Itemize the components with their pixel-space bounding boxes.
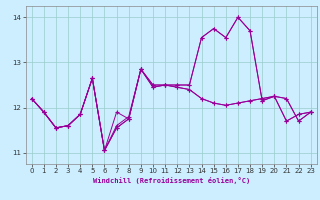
X-axis label: Windchill (Refroidissement éolien,°C): Windchill (Refroidissement éolien,°C): [92, 177, 250, 184]
